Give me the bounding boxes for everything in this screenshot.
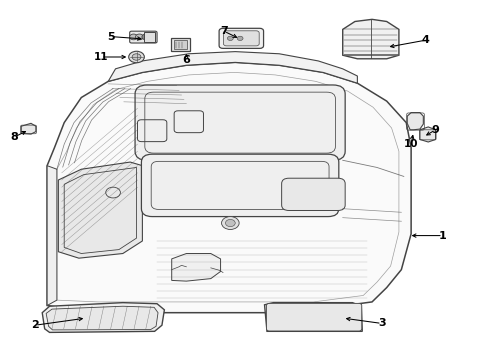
Polygon shape [21, 123, 36, 134]
FancyBboxPatch shape [219, 28, 264, 48]
FancyBboxPatch shape [267, 303, 362, 331]
Polygon shape [420, 127, 436, 142]
Polygon shape [47, 166, 57, 306]
Circle shape [237, 36, 243, 41]
Text: 10: 10 [404, 139, 418, 149]
Circle shape [225, 220, 235, 226]
FancyBboxPatch shape [135, 85, 345, 160]
Polygon shape [58, 162, 143, 258]
Text: 8: 8 [10, 132, 18, 142]
Circle shape [129, 51, 145, 63]
Polygon shape [265, 303, 362, 331]
Text: 7: 7 [220, 26, 228, 36]
Text: 11: 11 [94, 52, 108, 62]
Circle shape [136, 34, 144, 40]
Polygon shape [108, 51, 357, 83]
Polygon shape [407, 113, 423, 130]
Text: 6: 6 [182, 54, 190, 64]
Circle shape [221, 217, 239, 229]
Circle shape [142, 34, 150, 40]
Text: 5: 5 [107, 32, 115, 41]
Text: 3: 3 [378, 319, 386, 328]
Polygon shape [343, 19, 399, 59]
Text: 1: 1 [439, 231, 447, 240]
FancyBboxPatch shape [142, 154, 339, 217]
Polygon shape [343, 54, 398, 55]
FancyBboxPatch shape [282, 178, 345, 211]
Polygon shape [172, 253, 220, 281]
Text: 4: 4 [422, 35, 430, 45]
Polygon shape [47, 62, 411, 313]
FancyBboxPatch shape [130, 31, 157, 43]
Text: 2: 2 [31, 320, 39, 330]
FancyBboxPatch shape [223, 31, 259, 46]
Circle shape [130, 34, 138, 40]
Circle shape [132, 54, 141, 60]
FancyBboxPatch shape [171, 39, 190, 51]
Circle shape [227, 36, 233, 41]
Text: 9: 9 [432, 125, 440, 135]
FancyBboxPatch shape [173, 40, 187, 49]
FancyBboxPatch shape [145, 32, 155, 42]
Polygon shape [46, 306, 158, 330]
Polygon shape [42, 303, 164, 332]
